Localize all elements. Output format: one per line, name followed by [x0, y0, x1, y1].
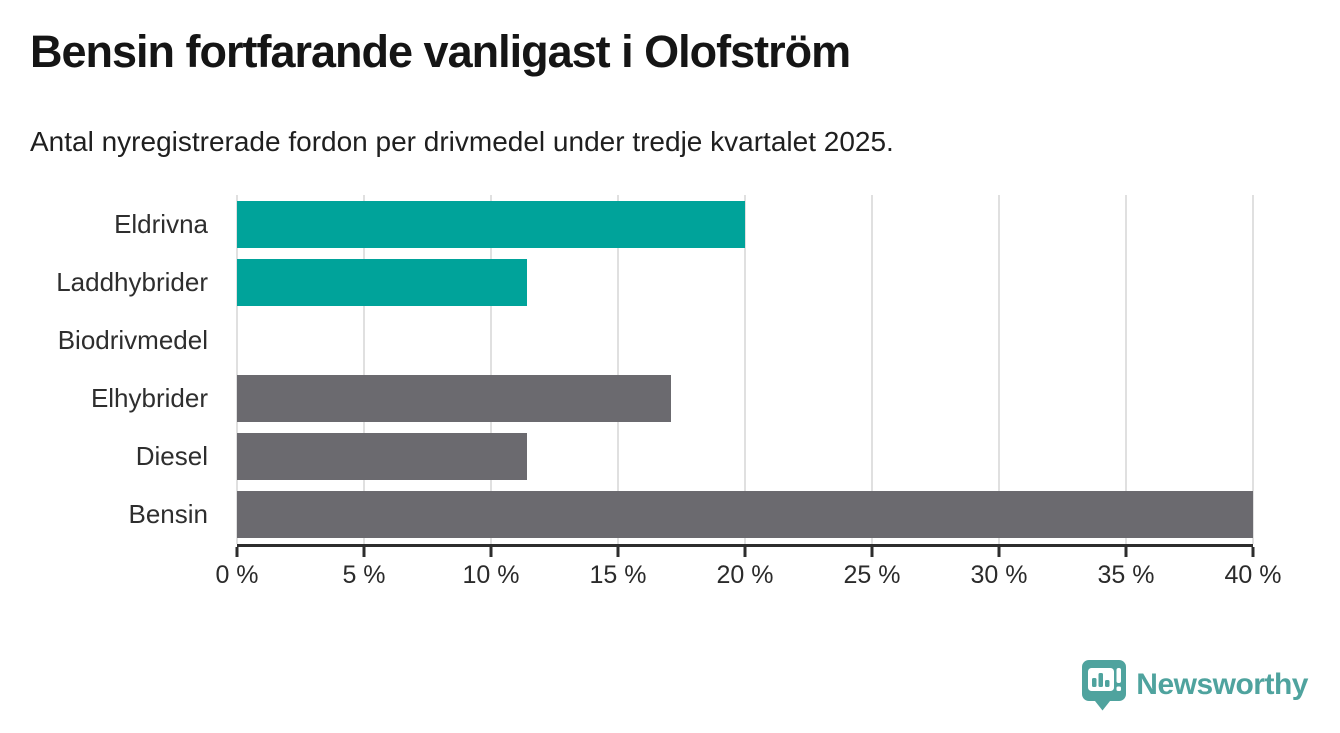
x-tick-label: 10 %: [462, 561, 520, 589]
category-label: Diesel: [135, 441, 208, 472]
x-tick-label: 30 %: [970, 561, 1028, 589]
category-label: Bensin: [128, 499, 209, 530]
x-tick-label: 40 %: [1224, 561, 1282, 589]
category-label: Biodrivmedel: [57, 324, 208, 355]
gridline: [1125, 195, 1127, 544]
x-tick: [489, 547, 493, 557]
x-tick: [235, 547, 239, 557]
x-tick: [1124, 547, 1128, 557]
x-tick-label: 20 %: [716, 561, 774, 589]
category-label: Elhybrider: [90, 383, 208, 414]
bar: [237, 433, 527, 481]
bar: [237, 258, 527, 306]
x-tick-label: 5 %: [342, 561, 386, 589]
brand-footer: Newsworthy: [1081, 659, 1308, 711]
gridline: [236, 195, 238, 544]
x-tick: [362, 547, 366, 557]
gridline: [617, 195, 619, 544]
gridline: [998, 195, 1000, 544]
newsworthy-logo-icon: [1082, 660, 1127, 711]
x-axis: 0 % 5 % 10 % 15 % 20 % 25 % 30 % 35 % 40 %: [215, 547, 1281, 597]
chart-title: Bensin fortfarande vanligast i Olofström: [30, 26, 851, 77]
x-tick-label: 25 %: [843, 561, 901, 589]
gridline: [744, 195, 746, 544]
gridline: [1252, 195, 1254, 544]
category-label: Eldrivna: [114, 208, 208, 239]
category-labels: Eldrivna Laddhybrider Biodrivmedel Elhybrid…: [0, 195, 222, 544]
category-label: Laddhybrider: [56, 266, 208, 297]
chart-subtitle: Antal nyregistrerade fordon per drivmede…: [30, 126, 894, 157]
x-tick-label: 35 %: [1097, 561, 1155, 589]
bar: [237, 375, 672, 422]
x-tick: [743, 547, 747, 557]
x-tick-label: 0 %: [215, 561, 259, 589]
x-tick: [870, 547, 874, 557]
x-tick: [616, 547, 620, 557]
bar: [237, 200, 745, 248]
x-tick-label: 15 %: [589, 561, 647, 589]
gridline: [490, 195, 492, 544]
x-tick: [1251, 547, 1255, 557]
bar: [237, 491, 1253, 539]
plot-area: [236, 195, 1254, 547]
x-tick: [997, 547, 1001, 557]
brand-name: Newsworthy: [1136, 668, 1308, 701]
gridline: [363, 195, 365, 544]
gridline: [871, 195, 873, 544]
